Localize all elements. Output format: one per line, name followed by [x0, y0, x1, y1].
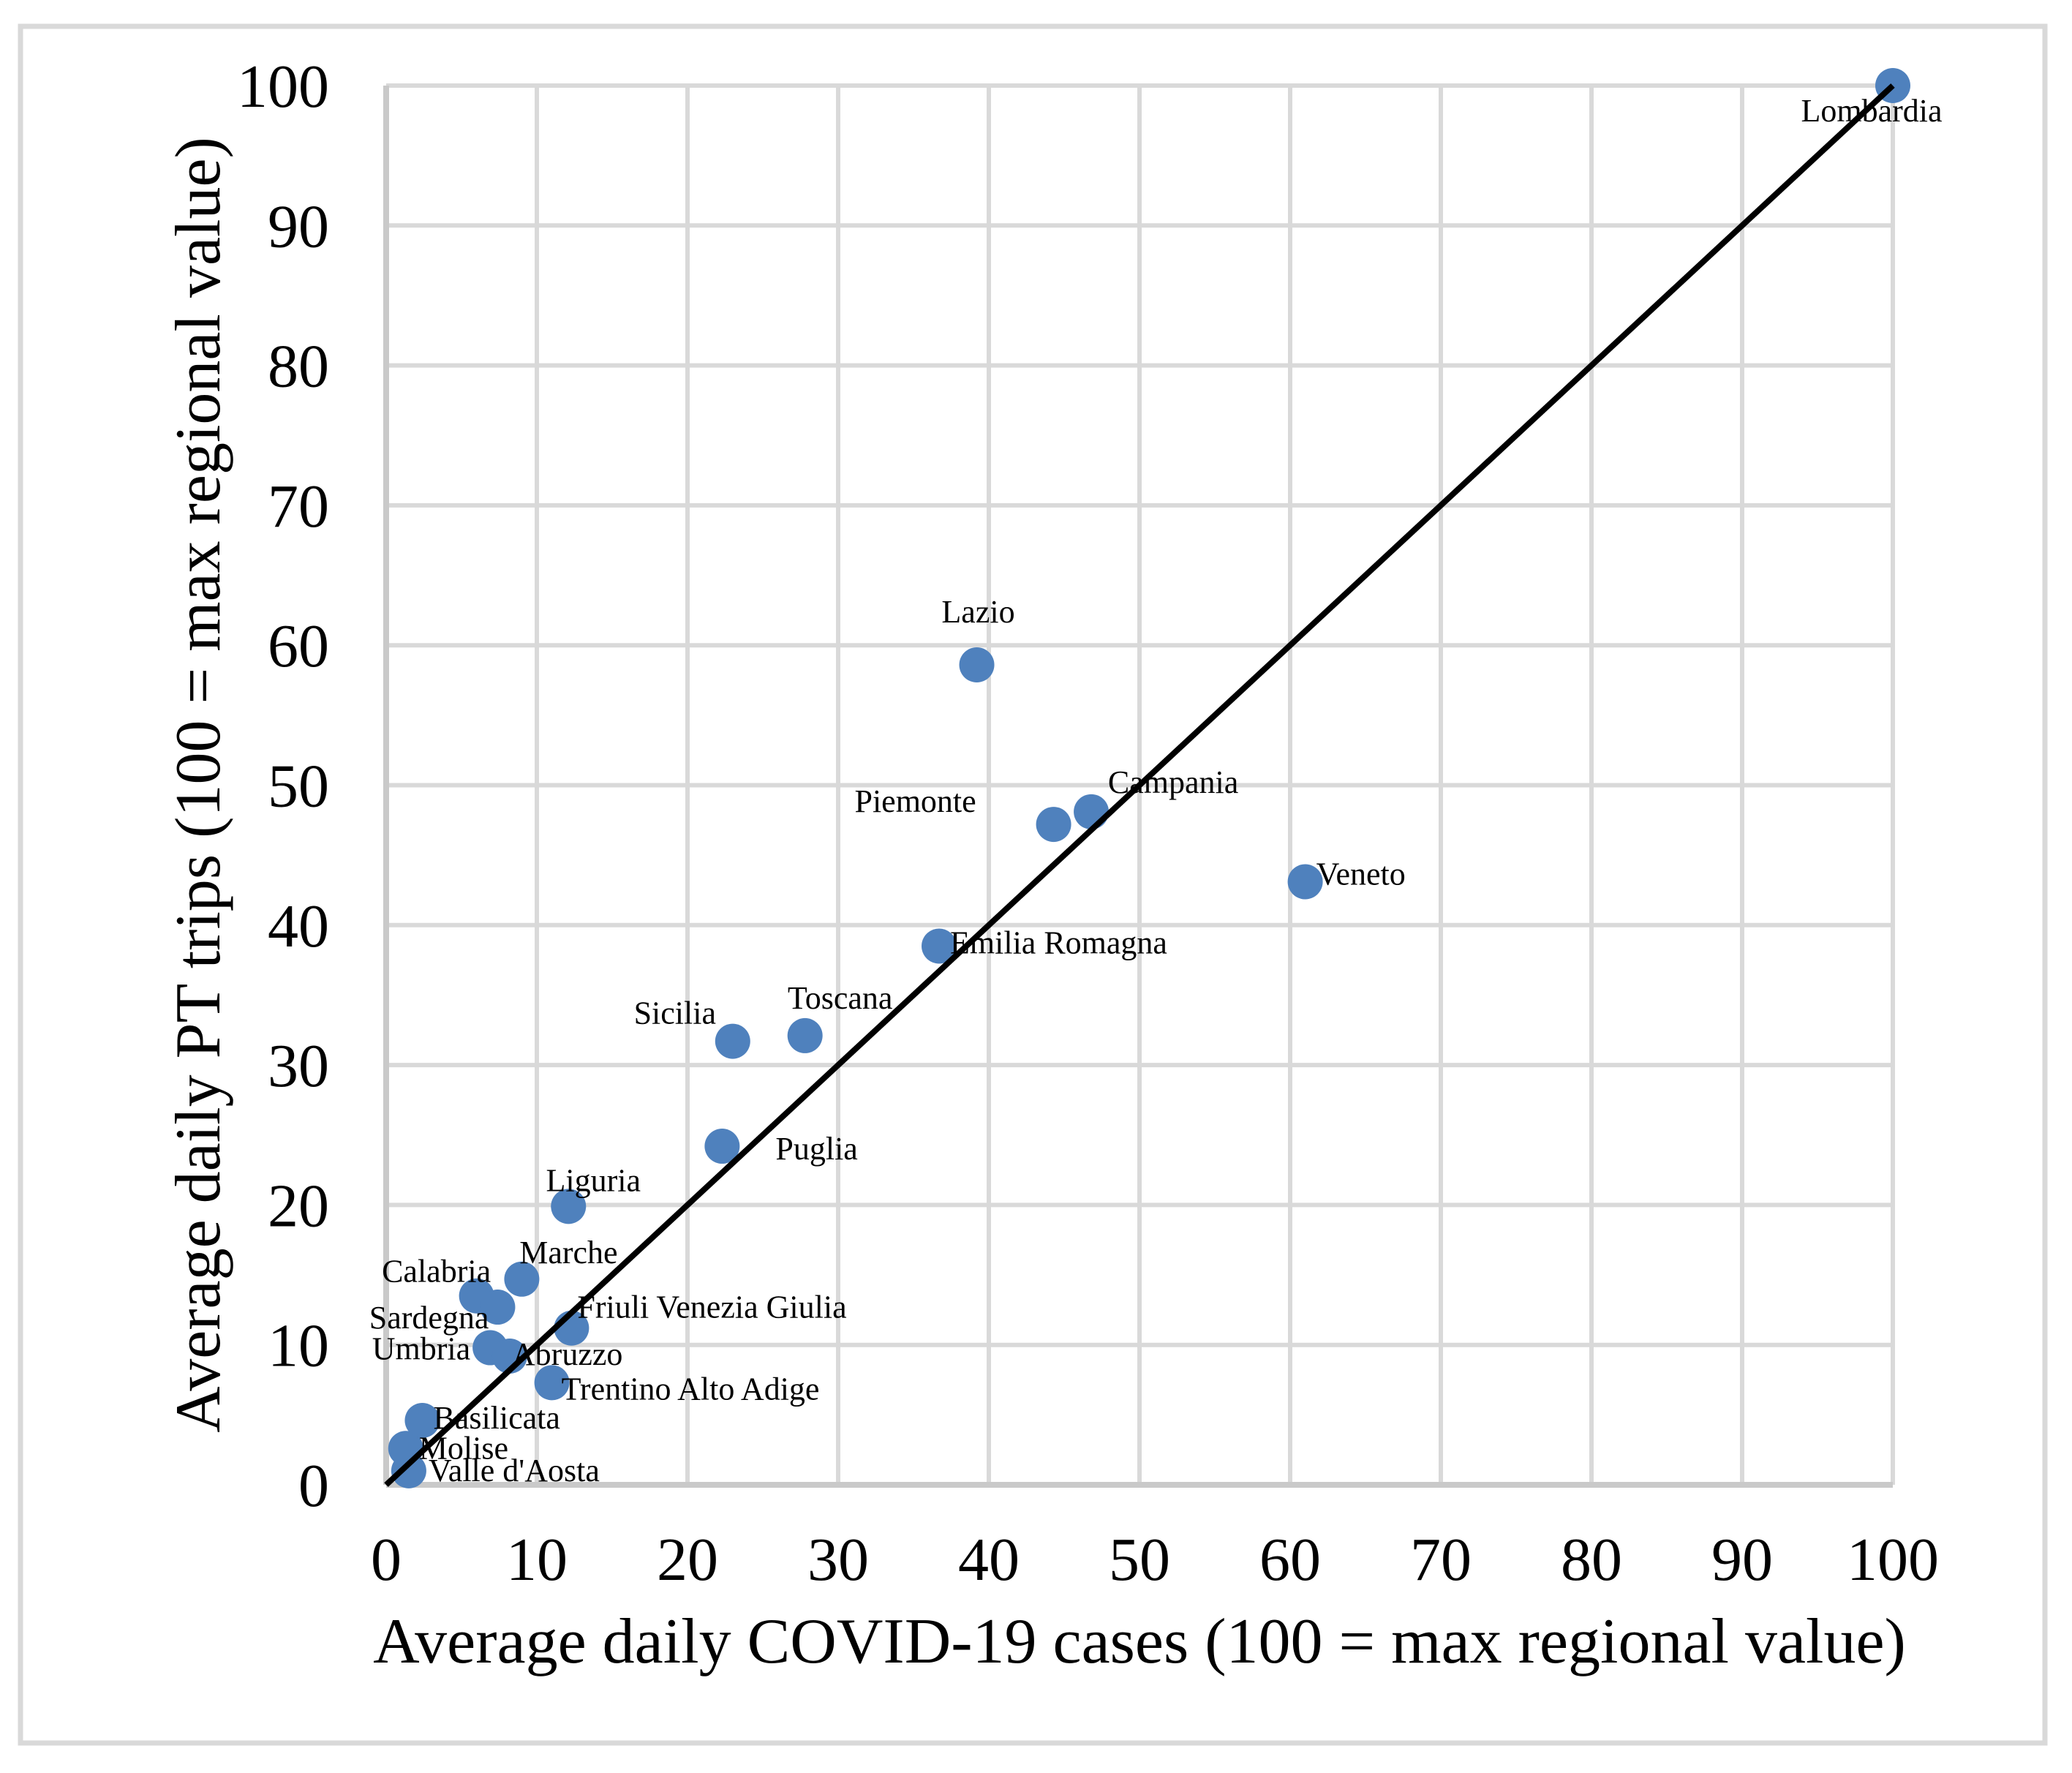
- data-point-campania: [1074, 794, 1110, 829]
- x-tick-90: 90: [1711, 1526, 1773, 1594]
- x-tick-100: 100: [1847, 1526, 1939, 1594]
- data-point-piemonte: [1036, 807, 1071, 843]
- y-tick-50: 50: [268, 753, 329, 821]
- point-label-friuli-venezia-giulia: Friuli Venezia Giulia: [577, 1290, 846, 1325]
- data-point-toscana: [787, 1017, 823, 1053]
- data-point-lazio: [959, 647, 995, 682]
- x-tick-20: 20: [657, 1526, 718, 1594]
- point-label-piemonte: Piemonte: [854, 783, 976, 819]
- point-label-liguria: Liguria: [546, 1162, 641, 1198]
- point-label-lazio: Lazio: [941, 594, 1014, 630]
- data-point-marche: [504, 1261, 540, 1297]
- point-label-calabria: Calabria: [382, 1254, 491, 1290]
- y-tick-60: 60: [268, 612, 329, 680]
- x-tick-60: 60: [1259, 1526, 1321, 1594]
- y-tick-30: 30: [268, 1032, 329, 1100]
- point-label-basilicata: Basilicata: [433, 1400, 560, 1436]
- data-point-emilia-romagna: [922, 928, 957, 964]
- x-tick-labels: 0 10 20 30 40 50 60 70 80 90 100: [371, 1526, 1939, 1594]
- x-tick-40: 40: [958, 1526, 1020, 1594]
- data-point-liguria: [551, 1189, 587, 1224]
- data-point-basilicata: [404, 1403, 440, 1439]
- x-tick-70: 70: [1410, 1526, 1472, 1594]
- data-point-puglia: [704, 1129, 740, 1164]
- figure-border: [18, 23, 2048, 1746]
- y-tick-0: 0: [298, 1452, 329, 1520]
- y-tick-90: 90: [268, 192, 329, 260]
- data-point-sardegna: [480, 1290, 516, 1325]
- point-label-veneto: Veneto: [1316, 856, 1406, 892]
- point-label-puglia: Puglia: [775, 1131, 857, 1167]
- point-label-sardegna: Sardegna: [369, 1300, 489, 1336]
- axis-lines: [383, 86, 1893, 1488]
- x-tick-30: 30: [807, 1526, 869, 1594]
- x-tick-80: 80: [1561, 1526, 1622, 1594]
- y-tick-20: 20: [268, 1172, 329, 1240]
- x-tick-10: 10: [506, 1526, 568, 1594]
- point-label-marche: Marche: [519, 1235, 617, 1271]
- data-point-veneto: [1287, 864, 1323, 900]
- data-point-trentino-alto-adige: [534, 1365, 570, 1401]
- y-tick-labels: 0 10 20 30 40 50 60 70 80 90 100: [237, 53, 329, 1520]
- trend-line: [384, 83, 1895, 1487]
- point-label-sicilia: Sicilia: [634, 995, 716, 1031]
- y-tick-80: 80: [268, 333, 329, 401]
- y-tick-10: 10: [268, 1312, 329, 1380]
- point-label-campania: Campania: [1108, 764, 1238, 800]
- point-label-abruzzo: Abruzzo: [512, 1336, 623, 1372]
- x-tick-50: 50: [1109, 1526, 1170, 1594]
- point-label-trentino-alto-adige: Trentino Alto Adige: [562, 1371, 820, 1407]
- x-tick-0: 0: [371, 1526, 402, 1594]
- data-point-sicilia: [715, 1023, 750, 1059]
- point-label-valle-d-aosta: Valle d'Aosta: [429, 1453, 600, 1488]
- y-tick-40: 40: [268, 892, 329, 960]
- y-axis-title: Average daily PT trips (100 = max region…: [163, 137, 234, 1433]
- point-label-molise: Molise: [419, 1430, 508, 1466]
- y-tick-100: 100: [237, 53, 329, 121]
- point-label-umbria: Umbria: [372, 1331, 470, 1367]
- point-label-emilia-romagna: Emilia Romagna: [950, 925, 1167, 960]
- x-axis-title: Average daily COVID-19 cases (100 = max …: [373, 1606, 1906, 1677]
- point-label-toscana: Toscana: [788, 980, 893, 1016]
- y-tick-70: 70: [268, 473, 329, 541]
- point-label-lombardia: Lombardia: [1801, 93, 1942, 129]
